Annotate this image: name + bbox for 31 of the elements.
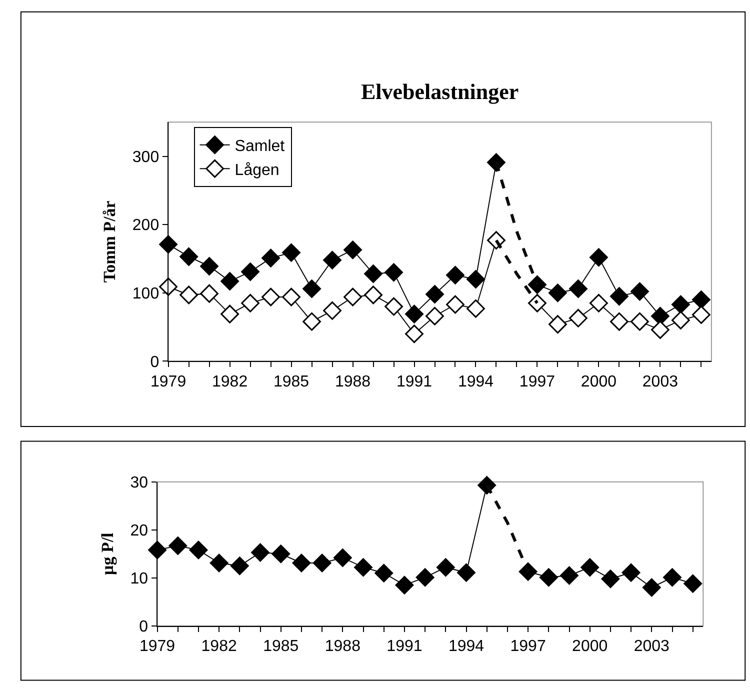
y-tick-label: 20 (130, 522, 148, 540)
y-tick-label: 100 (132, 285, 160, 302)
y-axis-title: µg P/l (98, 532, 117, 576)
x-tick-label: 2000 (572, 638, 608, 656)
x-tick-label: 1988 (334, 373, 371, 390)
x-tick-label: 1997 (510, 638, 546, 656)
x-tick-label: 1985 (263, 638, 299, 656)
legend-label: Samlet (234, 138, 286, 156)
x-tick-label: 1997 (519, 373, 556, 390)
x-tick-label: 1991 (386, 638, 422, 656)
x-tick-label: 2000 (580, 373, 617, 390)
x-tick-label: 1991 (396, 373, 432, 390)
x-tick-label: 1994 (448, 638, 484, 656)
x-tick-label: 1982 (201, 638, 237, 656)
y-tick-label: 0 (150, 354, 160, 371)
chart-title: Elvebelastninger (361, 79, 519, 104)
x-tick-label: 1979 (139, 638, 176, 656)
x-tick-label: 1985 (273, 373, 310, 390)
y-tick-label: 0 (139, 618, 148, 636)
x-tick-label: 1982 (212, 373, 248, 390)
x-tick-label: 1994 (458, 373, 494, 390)
y-axis-title: Tomm P/år (100, 200, 119, 283)
legend-label: Lågen (234, 162, 280, 179)
x-tick-label: 2003 (642, 373, 678, 390)
y-tick-label: 30 (130, 474, 148, 492)
y-tick-label: 300 (132, 148, 160, 166)
x-tick-label: 1988 (324, 638, 361, 656)
x-tick-label: 1979 (150, 373, 186, 390)
x-tick-label: 2003 (634, 638, 670, 656)
y-tick-label: 10 (130, 570, 148, 588)
y-tick-label: 200 (132, 217, 160, 234)
